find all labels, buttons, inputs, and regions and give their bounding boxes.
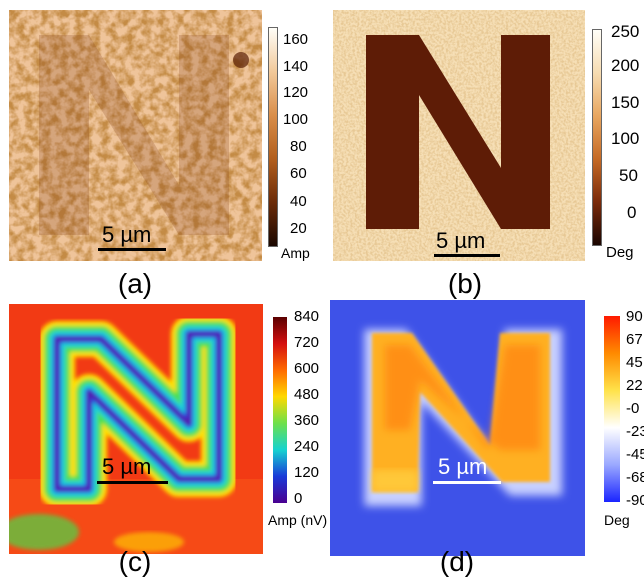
tick-label: -90 <box>626 492 644 509</box>
colorbar-b <box>592 29 602 246</box>
tick-label: 22 <box>626 377 643 394</box>
tick-label: 200 <box>611 56 640 75</box>
tick-label: 100 <box>611 129 640 148</box>
colorbar-c <box>273 317 287 503</box>
tick-label: 240 <box>294 438 320 455</box>
tick-label: 480 <box>294 386 320 403</box>
panel-a: 5 µm (a) 160 140 120 100 80 60 40 20 Amp <box>0 0 322 300</box>
scalebar-label-b: 5 µm <box>436 228 486 253</box>
tick-label: 0 <box>294 490 303 507</box>
tick-label: 40 <box>290 193 307 210</box>
tick-label: 120 <box>283 84 309 101</box>
panel-c: 5 µm (c) 840 720 600 480 360 240 120 0 A… <box>0 300 330 578</box>
tick-label: 45 <box>626 354 643 371</box>
scalebar-a <box>98 248 166 251</box>
tick-label: 250 <box>611 22 640 41</box>
amplitude-image-a <box>9 10 262 261</box>
tick-label: 120 <box>294 464 320 481</box>
tick-label: 720 <box>294 334 320 351</box>
panel-label-b: (b) <box>447 268 483 299</box>
tick-label: 90 <box>626 308 643 325</box>
amplitude-map-c <box>9 304 263 554</box>
tick-label: 80 <box>290 138 307 155</box>
tick-label: -0 <box>626 400 640 417</box>
scalebar-label-a: 5 µm <box>102 222 152 247</box>
tick-label: 160 <box>283 31 309 48</box>
tick-label: 20 <box>290 220 307 237</box>
tick-label: 150 <box>611 93 640 112</box>
panel-label-c: (c) <box>118 546 152 577</box>
tick-label: 360 <box>294 412 320 429</box>
scalebar-b <box>434 254 500 257</box>
tick-label: 67 <box>626 331 643 348</box>
tick-label: 600 <box>294 360 320 377</box>
tick-label: 100 <box>283 111 309 128</box>
tick-label: 60 <box>290 165 307 182</box>
tick-label: 0 <box>627 203 637 222</box>
panel-label-a: (a) <box>117 268 153 299</box>
colorbar-d-unit: Deg <box>604 512 630 528</box>
panel-d: 5 µm (d) 90 67 45 22 -0 -23 -45 -68 -90 … <box>330 300 644 578</box>
scalebar-label-d: 5 µm <box>438 454 488 479</box>
tick-label: 840 <box>294 308 320 325</box>
colorbar-d <box>604 316 620 502</box>
tick-label: 140 <box>283 58 309 75</box>
colorbar-a <box>268 27 278 247</box>
colorbar-a-unit: Amp <box>281 245 310 261</box>
tick-label: -45 <box>626 446 644 463</box>
colorbar-c-unit: Amp (nV) <box>268 512 328 528</box>
phase-map-d <box>330 300 585 556</box>
scalebar-d <box>433 481 501 484</box>
panel-label-d: (d) <box>439 546 475 577</box>
scalebar-label-c: 5 µm <box>102 454 152 479</box>
phase-image-b <box>333 10 585 261</box>
panel-b: 5 µm (b) 250 200 150 100 50 0 Deg <box>322 0 644 300</box>
tick-label: -23 <box>626 423 644 440</box>
colorbar-b-unit: Deg <box>606 244 634 261</box>
scalebar-c <box>97 481 168 484</box>
tick-label: -68 <box>626 469 644 486</box>
tick-label: 50 <box>619 166 638 185</box>
